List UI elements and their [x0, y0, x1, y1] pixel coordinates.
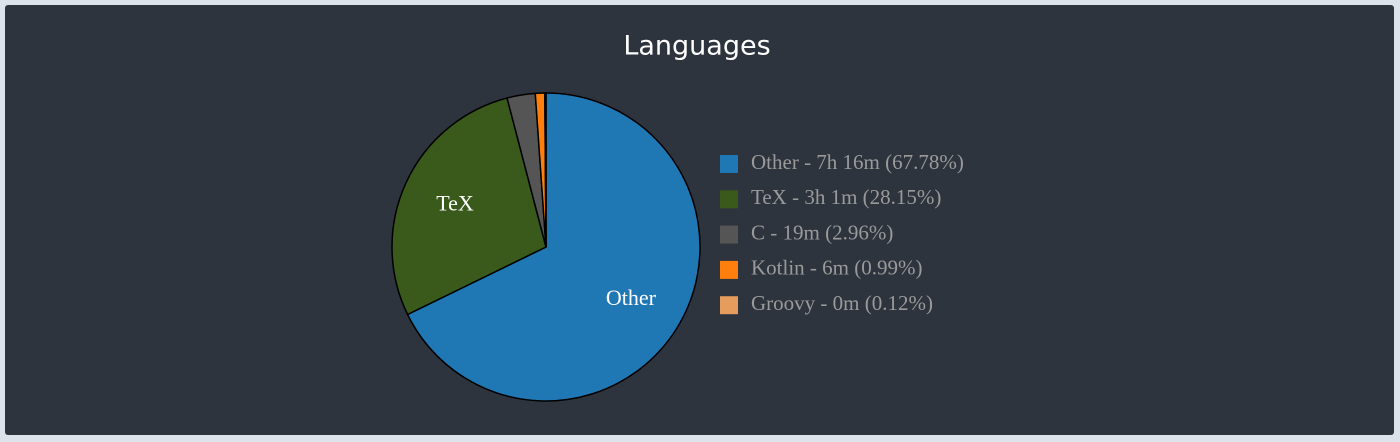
legend-swatch [720, 190, 738, 209]
slice-label: TeX [436, 190, 474, 215]
pie-slice [406, 92, 701, 402]
legend-label: C - 19m (2.96%) [751, 220, 893, 244]
pie-slice [544, 92, 547, 248]
legend-label: TeX - 3h 1m (28.15%) [751, 185, 941, 209]
legend-label: Other - 7h 16m (67.78%) [751, 150, 964, 174]
chart-title: Languages [623, 31, 770, 62]
legend-swatch [720, 296, 738, 315]
legend-swatch [720, 155, 738, 173]
slice-label: Other [606, 285, 657, 310]
card [5, 5, 1394, 435]
legend-label: Kotlin - 6m (0.99%) [751, 256, 922, 280]
legend-swatch [720, 260, 738, 279]
pie-slice [391, 97, 547, 316]
legend-label: Groovy - 0m (0.12%) [751, 291, 933, 315]
legend-swatch [720, 225, 738, 244]
